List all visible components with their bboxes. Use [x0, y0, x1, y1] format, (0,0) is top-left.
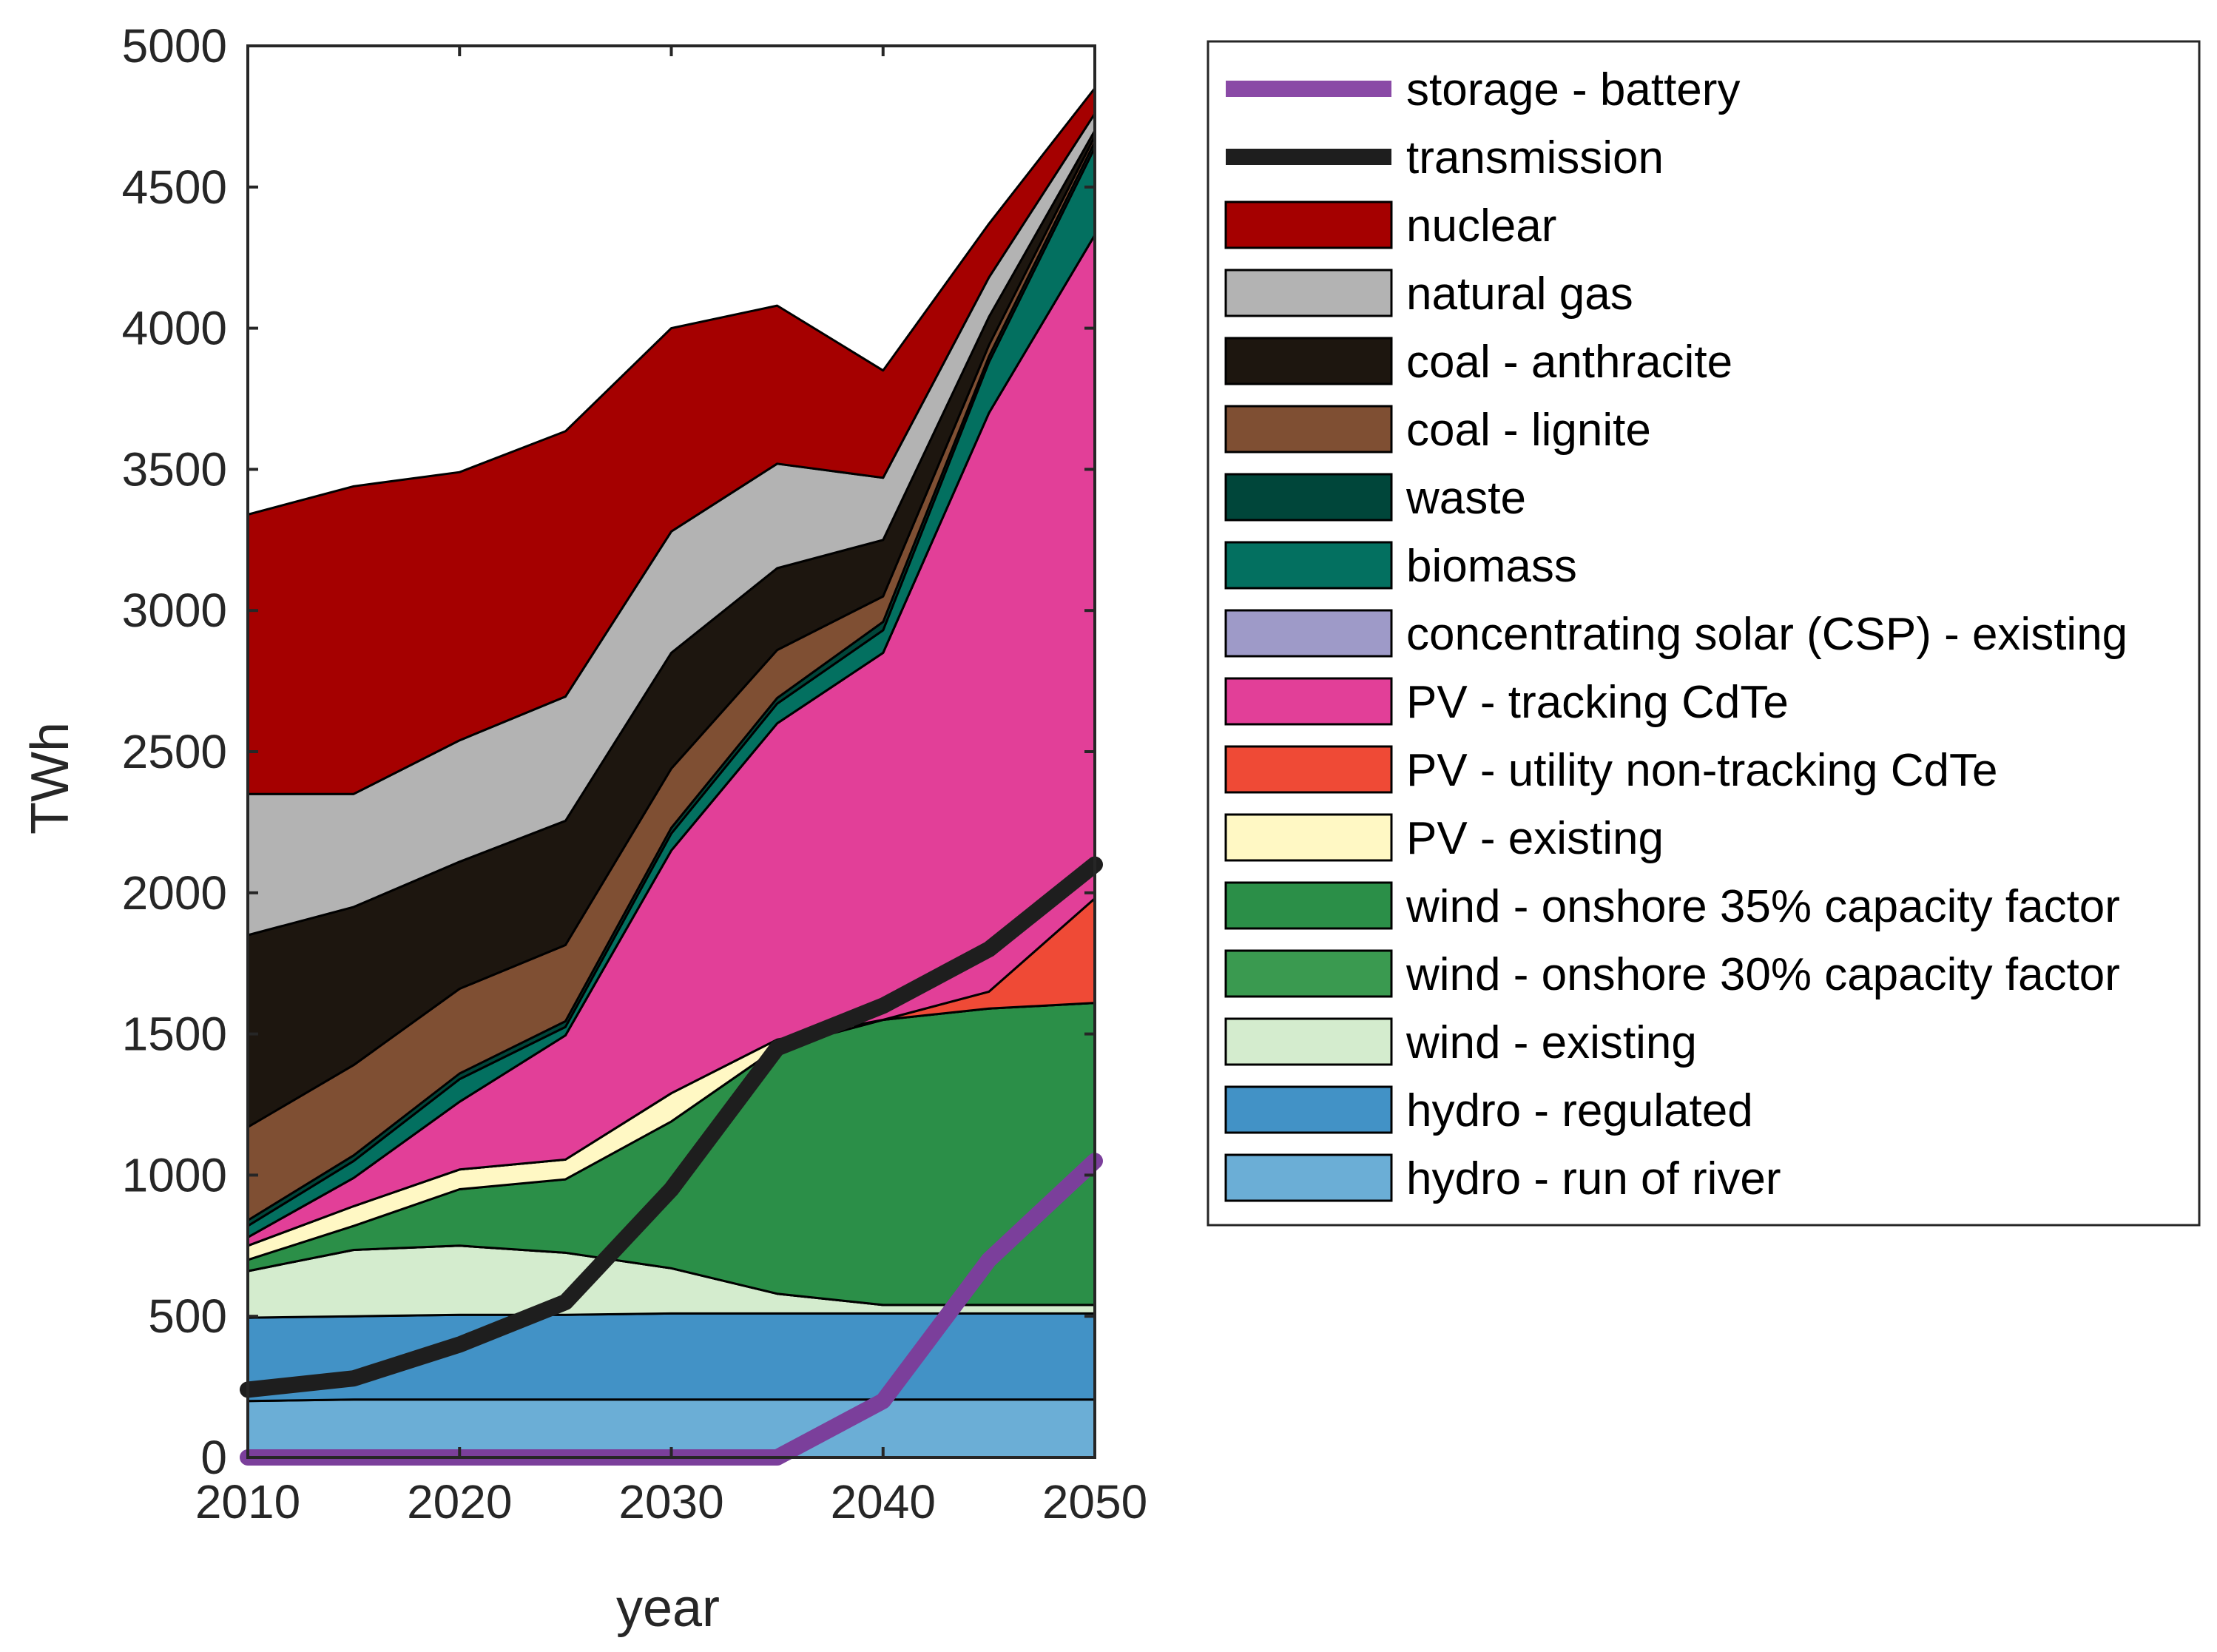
- y-tick-label: 2000: [122, 866, 227, 920]
- axes: 0 500 1000 1500 2000 2500 3000 3500 4000 4500 5000…: [122, 19, 1148, 1528]
- legend-label-biomass: biomass: [1406, 541, 1577, 592]
- line-transmission: [240, 856, 1103, 1398]
- legend-label-pv-utility-non-tracking-cdte: PV - utility non-tracking CdTe: [1406, 745, 1997, 796]
- plot-area: [240, 87, 1103, 1466]
- y-tick-label: 3000: [122, 584, 227, 637]
- legend: storage - battery transmission nuclear natu…: [1207, 40, 2201, 1227]
- legend-swatch-nuclear: [1224, 200, 1393, 249]
- x-tick-label: 2030: [618, 1475, 723, 1528]
- legend-label-hydro-regulated: hydro - regulated: [1406, 1085, 1753, 1136]
- x-tick-label: 2020: [407, 1475, 512, 1528]
- area-hydro-regulated: [246, 1312, 1096, 1403]
- legend-swatch-hydro-run-of-river: [1224, 1153, 1393, 1202]
- legend-swatch-pv-utility-non-tracking-cdte: [1224, 745, 1393, 794]
- y-tick-label: 5000: [122, 19, 227, 73]
- legend-label-wind-existing: wind - existing: [1406, 1017, 1697, 1068]
- y-tick-label: 1500: [122, 1008, 227, 1061]
- y-axis-title: TWh: [21, 722, 80, 835]
- x-tick-label: 2010: [195, 1475, 300, 1528]
- legend-label-hydro-run-of-river: hydro - run of river: [1406, 1153, 1781, 1204]
- legend-label-pv-existing: PV - existing: [1406, 813, 1664, 864]
- legend-swatch-coal-anthracite: [1224, 337, 1393, 385]
- legend-label-natural-gas: natural gas: [1406, 269, 1633, 320]
- legend-label-waste: waste: [1406, 473, 1526, 524]
- y-tick-label: 500: [148, 1289, 227, 1343]
- legend-swatch-coal-lignite: [1224, 405, 1393, 454]
- y-tick-label: 4500: [122, 161, 227, 214]
- legend-swatch-wind-onshore-35-capacity-factor: [1224, 881, 1393, 930]
- legend-label-storage-battery: storage - battery: [1406, 64, 1740, 115]
- y-tick-label: 1000: [122, 1148, 227, 1201]
- legend-swatch-waste: [1224, 473, 1393, 522]
- y-tick-label: 3500: [122, 442, 227, 496]
- legend-swatch-biomass: [1224, 541, 1393, 590]
- legend-swatch-wind-existing: [1224, 1017, 1393, 1066]
- legend-label-concentrating-solar-csp-existing: concentrating solar (CSP) - existing: [1406, 609, 2127, 660]
- legend-swatch-natural-gas: [1224, 269, 1393, 317]
- legend-swatch-pv-tracking-cdte: [1224, 677, 1393, 726]
- legend-label-pv-tracking-cdte: PV - tracking CdTe: [1406, 677, 1789, 728]
- y-tick-label: 4000: [122, 302, 227, 355]
- x-tick-label: 2050: [1042, 1475, 1147, 1528]
- x-tick-label: 2040: [831, 1475, 936, 1528]
- legend-label-wind-onshore-30-capacity-factor: wind - onshore 30% capacity factor: [1406, 949, 2120, 1000]
- legend-label-nuclear: nuclear: [1406, 200, 1556, 252]
- legend-swatch-pv-existing: [1224, 813, 1393, 862]
- y-tick-label: 0: [200, 1431, 227, 1484]
- legend-swatch-hydro-regulated: [1224, 1085, 1393, 1134]
- x-axis-title: year: [616, 1579, 720, 1638]
- legend-swatch-concentrating-solar-csp-existing: [1224, 609, 1393, 658]
- legend-label-coal-anthracite: coal - anthracite: [1406, 337, 1732, 388]
- legend-swatch-wind-onshore-30-capacity-factor: [1224, 949, 1393, 998]
- legend-label-wind-onshore-35-capacity-factor: wind - onshore 35% capacity factor: [1406, 881, 2120, 932]
- legend-label-coal-lignite: coal - lignite: [1406, 405, 1651, 456]
- y-tick-label: 2500: [122, 725, 227, 778]
- legend-label-transmission: transmission: [1406, 132, 1664, 183]
